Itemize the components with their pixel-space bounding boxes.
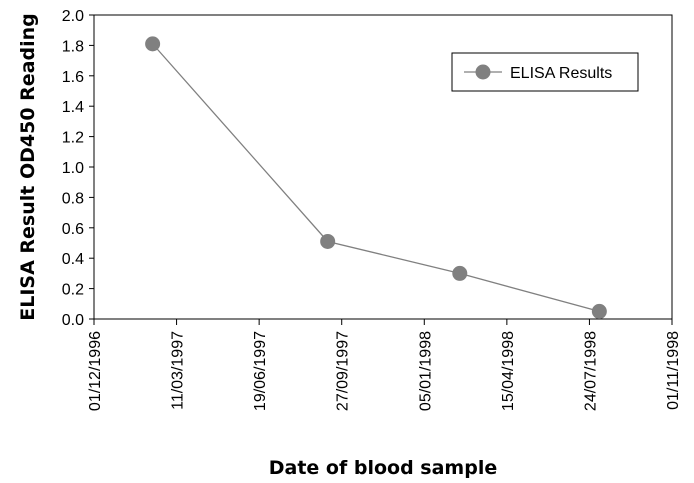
y-tick-label: 1.8	[62, 38, 84, 55]
x-tick-label: 05/01/1998	[417, 331, 434, 411]
y-tick-label: 2.0	[62, 8, 84, 25]
y-axis: 0.0 0.2 0.4 0.6 0.8 1.0 1.2 1.4 1.6 1.8 2.0	[62, 8, 94, 329]
series-line	[152, 43, 600, 313]
x-tick-label: 15/04/1998	[500, 331, 517, 411]
y-tick-label: 0.2	[62, 282, 84, 299]
y-tick-label: 0.4	[62, 251, 84, 268]
x-tick-label: 24/07/1998	[582, 331, 599, 411]
x-axis-title: Date of blood sample	[269, 457, 497, 479]
legend-marker	[475, 64, 491, 80]
legend: ELISA Results	[451, 52, 639, 92]
x-tick-label: 11/03/1997	[170, 331, 187, 410]
y-tick-label: 0.0	[62, 312, 84, 329]
y-tick-label: 0.8	[62, 190, 84, 207]
y-tick-label: 1.0	[62, 160, 84, 177]
series-layer	[145, 36, 607, 319]
x-axis: 01/12/1996 11/03/1997 19/06/1997 27/09/1997…	[87, 319, 682, 411]
data-point	[452, 265, 468, 281]
x-tick-label: 01/11/1998	[665, 331, 682, 410]
y-tick-label: 1.4	[62, 99, 84, 116]
y-axis-title: ELISA Result OD450 Reading	[17, 13, 39, 321]
y-tick-label: 1.6	[62, 69, 84, 86]
x-tick-label: 27/09/1997	[335, 331, 352, 411]
x-tick-label: 19/06/1997	[252, 331, 269, 411]
data-point	[320, 233, 336, 249]
legend-label: ELISA Results	[510, 65, 612, 82]
y-tick-label: 1.2	[62, 130, 84, 147]
data-point	[145, 36, 161, 52]
x-tick-label: 01/12/1996	[87, 331, 104, 411]
y-tick-label: 0.6	[62, 221, 84, 238]
data-point	[591, 303, 607, 319]
